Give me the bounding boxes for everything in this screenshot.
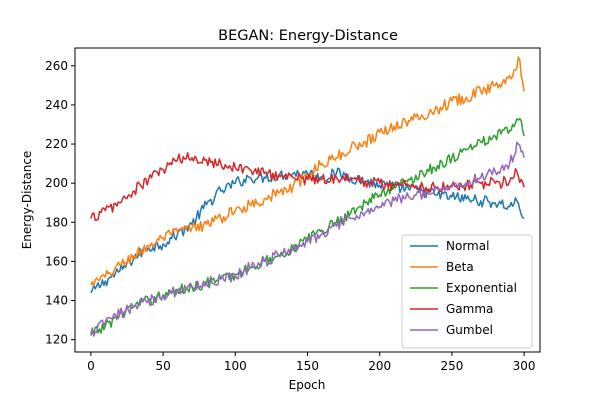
legend-label-gumbel: Gumbel — [446, 323, 493, 337]
legend-box — [401, 234, 533, 349]
x-tick-label: 100 — [224, 359, 247, 373]
series-line-normal — [90, 167, 525, 294]
x-tick-label: 300 — [513, 359, 536, 373]
x-tick-label: 0 — [87, 359, 95, 373]
series-line-beta — [90, 56, 525, 287]
x-axis-title: Epoch — [289, 378, 326, 392]
legend-label-beta: Beta — [446, 260, 474, 274]
y-tick-label: 140 — [45, 294, 68, 308]
x-axis: 0 50 100 150 200 250 300 — [87, 352, 536, 373]
x-tick-label: 250 — [440, 359, 463, 373]
y-tick-label: 200 — [45, 176, 68, 190]
y-tick-label: 180 — [45, 215, 68, 229]
chart-title: BEGAN: Energy-Distance — [218, 28, 398, 44]
y-tick-label: 160 — [45, 254, 68, 268]
legend-label-normal: Normal — [446, 239, 489, 253]
y-tick-label: 260 — [45, 59, 68, 73]
legend-label-exponential: Exponential — [446, 281, 517, 295]
x-tick-label: 200 — [368, 359, 391, 373]
x-tick-label: 50 — [155, 359, 170, 373]
y-axis: 120 140 160 180 200 220 240 260 — [45, 59, 75, 347]
legend: Normal Beta Exponential Gamma Gumbel — [401, 234, 533, 349]
series-line-gamma — [90, 152, 525, 221]
y-axis-title: Energy-Distance — [20, 151, 34, 250]
series-layer — [90, 56, 525, 337]
y-tick-label: 220 — [45, 137, 68, 151]
y-tick-label: 120 — [45, 333, 68, 347]
legend-label-gamma: Gamma — [446, 302, 493, 316]
y-tick-label: 240 — [45, 98, 68, 112]
x-tick-label: 150 — [296, 359, 319, 373]
series-line-gumbel — [90, 141, 525, 337]
